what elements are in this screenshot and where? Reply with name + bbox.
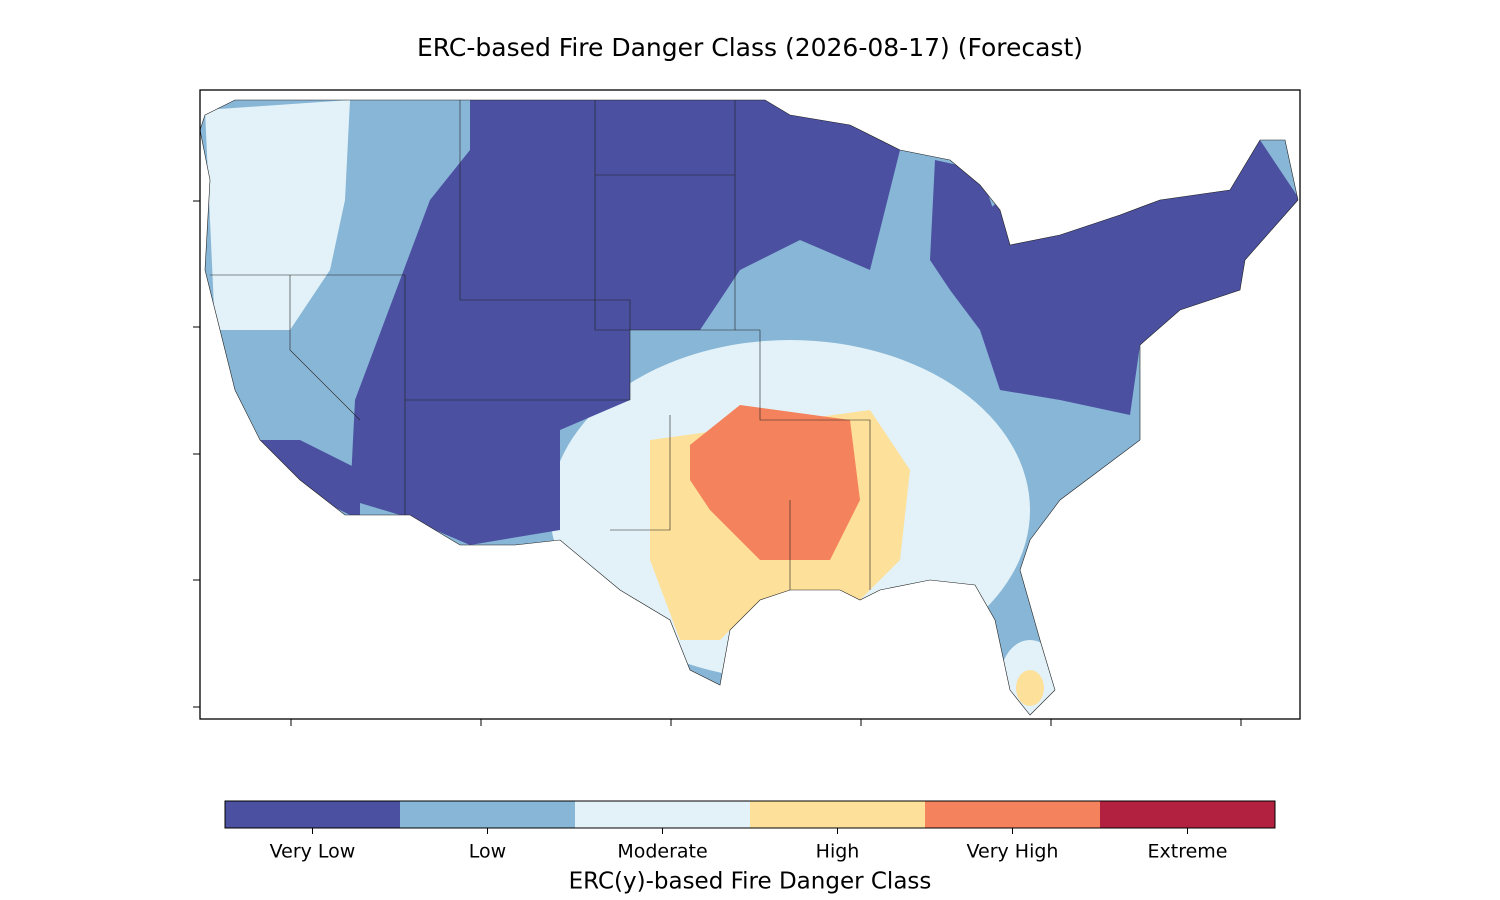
- colorbar-label: ERC(y)-based Fire Danger Class: [569, 869, 932, 895]
- map-fill: [200, 100, 1298, 715]
- colorbar-segment: [750, 801, 925, 828]
- colorbar-class-label: High: [816, 841, 860, 863]
- colorbar: Very Low Low Moderate High Very High Extreme: [224, 800, 1276, 863]
- colorbar-class-label: Very High: [967, 841, 1059, 863]
- colorbar-frame: [224, 800, 1276, 829]
- map-frame: [199, 89, 1301, 720]
- colorbar-class-label: Very Low: [270, 841, 356, 863]
- colorbar-class-label: Moderate: [617, 841, 707, 863]
- state-borders: [199, 99, 1299, 716]
- colorbar-segment: [575, 801, 750, 828]
- map-axis-ticks: [193, 200, 1242, 726]
- colorbar-segment: [225, 801, 400, 828]
- colorbar-class-label: Low: [469, 841, 506, 863]
- map-title: ERC-based Fire Danger Class (2026-08-17)…: [417, 33, 1083, 62]
- colorbar-segment: [1100, 801, 1275, 828]
- colorbar-class-label: Extreme: [1148, 841, 1228, 863]
- colorbar-segment: [925, 801, 1100, 828]
- colorbar-segment: [400, 801, 575, 828]
